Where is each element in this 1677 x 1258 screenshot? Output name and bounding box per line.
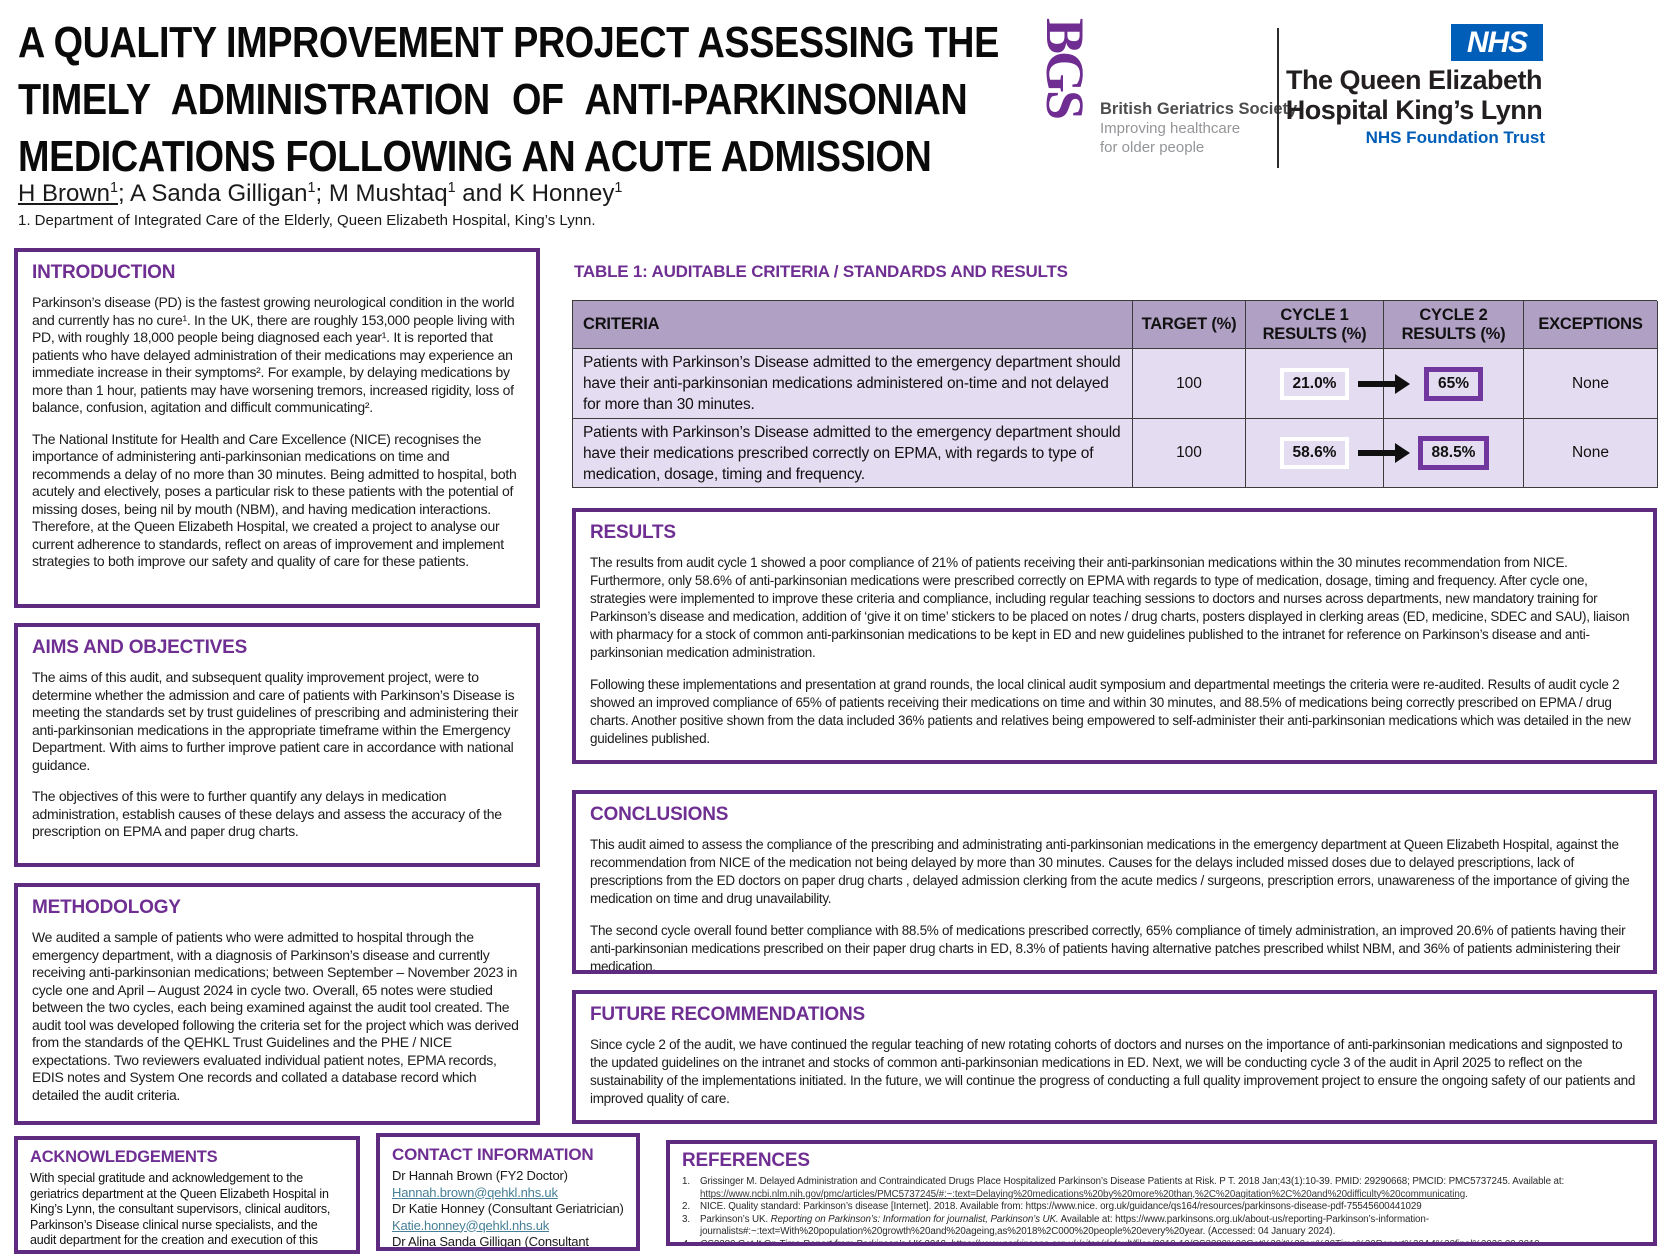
bgs-tagline-1: Improving healthcare [1100,120,1241,137]
reference-link[interactable]: https://www.ncbi.nlm.nih.gov/pmc/article… [700,1188,1466,1200]
results-paragraph-1: The results from audit cycle 1 showed a … [590,555,1630,660]
results-paragraph-2: Following these implementations and pres… [590,677,1631,746]
table-row-cycle1: 21.0% [1246,349,1410,419]
aims-heading: AIMS AND OBJECTIVES [32,637,248,658]
future-recommendations-heading: FUTURE RECOMMENDATIONS [590,1004,865,1025]
methodology-heading: METHODOLOGY [32,897,181,918]
arrow-right-icon [1358,443,1410,463]
contact-email-link[interactable]: Katie.honney@qehkl.nhs.uk [392,1217,550,1233]
cycle1-result-box: 58.6% [1279,437,1350,469]
bgs-tagline-2: for older people [1100,139,1205,156]
contact-email-link[interactable]: Hannah.brown@qehkl.nhs.uk [392,1184,558,1200]
cycle2-result-box: 88.5% [1417,436,1490,470]
reference-item: 1. Grissinger M. Delayed Administration … [682,1176,1565,1200]
audit-criteria-table: CRITERIA TARGET (%) CYCLE 1 RESULTS (%) C… [572,300,1658,488]
contact-person: Dr Hannah Brown (FY2 Doctor) [392,1168,568,1183]
acknowledgements-section: ACKNOWLEDGEMENTS With special gratitude … [14,1136,360,1254]
results-section: RESULTS The results from audit cycle 1 s… [572,508,1657,764]
methodology-paragraph: We audited a sample of patients who were… [32,929,519,1103]
future-recommendations-paragraph: Since cycle 2 of the audit, we have cont… [590,1037,1636,1106]
bgs-logo: BGS [1035,18,1095,118]
reference-item: 2. NICE. Quality standard: Parkinson’s d… [682,1201,1422,1213]
aims-paragraph-2: The objectives of this were to further q… [32,788,502,839]
table-row-criteria: Patients with Parkinson’s Disease admitt… [573,349,1133,419]
aims-paragraph-1: The aims of this audit, and subsequent q… [32,669,519,773]
author-underlined: H Brown1 [18,180,119,207]
future-recommendations-section: FUTURE RECOMMENDATIONS Since cycle 2 of … [572,990,1657,1124]
bgs-logo-text: British Geriatrics Society Improving hea… [1100,100,1297,157]
logo-divider [1277,28,1279,168]
table-header-cycle1: CYCLE 1 RESULTS (%) [1246,301,1384,349]
table-header-target: TARGET (%) [1133,301,1246,349]
contact-heading: CONTACT INFORMATION [392,1145,594,1164]
title-line-3: MEDICATIONS FOLLOWING AN ACUTE ADMISSION [18,132,932,181]
table-header-exceptions: EXCEPTIONS [1524,301,1658,349]
trust-name: NHS Foundation Trust [1365,128,1545,147]
references-section: REFERENCES 1. Grissinger M. Delayed Admi… [666,1140,1657,1246]
table-row-criteria: Patients with Parkinson’s Disease admitt… [573,419,1133,488]
conclusions-paragraph-2: The second cycle overall found better co… [590,923,1626,974]
title-line-1: A QUALITY IMPROVEMENT PROJECT ASSESSING … [18,18,999,67]
nhs-logo-block: NHS The Queen Elizabeth Hospital King’s … [1283,24,1545,148]
nhs-logo: NHS [1451,24,1543,61]
hospital-name: The Queen Elizabeth Hospital King’s Lynn [1285,65,1543,125]
acknowledgements-heading: ACKNOWLEDGEMENTS [30,1148,218,1166]
cycle2-result-box: 65% [1423,366,1484,401]
reference-link[interactable]: https://www.parkinsons.org.uk/sites/defa… [950,1238,1543,1246]
bgs-name: British Geriatrics Society [1100,100,1298,118]
table-row-target: 100 [1133,419,1246,488]
conclusions-heading: CONCLUSIONS [590,804,729,825]
introduction-heading: INTRODUCTION [32,262,176,283]
table-header-criteria: CRITERIA [573,301,1133,349]
contact-person: Dr Katie Honney (Consultant Geriatrician… [392,1201,624,1216]
reference-item: 3. Parkinson’s UK. Reporting on Parkinso… [682,1213,1429,1238]
reference-item: 4. CS3380 Get It On Time Report from Par… [682,1238,1641,1246]
aims-section: AIMS AND OBJECTIVES The aims of this aud… [14,623,540,867]
table-row-cycle1: 58.6% [1246,419,1410,488]
methodology-section: METHODOLOGY We audited a sample of patie… [14,883,540,1125]
table-title: TABLE 1: AUDITABLE CRITERIA / STANDARDS … [574,262,1068,281]
table-row-target: 100 [1133,349,1246,419]
conclusions-section: CONCLUSIONS This audit aimed to assess t… [572,790,1657,974]
affiliation-line: 1. Department of Integrated Care of the … [18,212,596,229]
introduction-section: INTRODUCTION Parkinson’s disease (PD) is… [14,248,540,608]
authors-line: H Brown1; A Sanda Gilligan1; M Mushtaq1 … [18,180,623,207]
acknowledgements-body: With special gratitude and acknowledgeme… [30,1171,331,1250]
arrow-right-icon [1358,373,1410,394]
introduction-paragraph-2: The National Institute for Health and Ca… [32,430,517,570]
references-heading: REFERENCES [682,1150,810,1171]
contact-section: CONTACT INFORMATION Dr Hannah Brown (FY2… [376,1133,640,1251]
introduction-paragraph-1: Parkinson’s disease (PD) is the fastest … [32,294,515,415]
table-row-cycle2: 88.5% [1384,419,1524,488]
table-row-exceptions: None [1524,349,1658,419]
conclusions-paragraph-1: This audit aimed to assess the complianc… [590,837,1630,906]
title-line-2: TIMELY ADMINISTRATION OF ANTI-PARKINSONI… [18,75,968,124]
poster-title: A QUALITY IMPROVEMENT PROJECT ASSESSING … [18,14,1016,185]
table-header-cycle2: CYCLE 2 RESULTS (%) [1384,301,1524,349]
results-heading: RESULTS [590,522,676,543]
table-row-exceptions: None [1524,419,1658,488]
contact-person: Dr Alina Sanda Gilligan (Consultant Geri… [392,1234,589,1249]
cycle1-result-box: 21.0% [1279,367,1350,400]
